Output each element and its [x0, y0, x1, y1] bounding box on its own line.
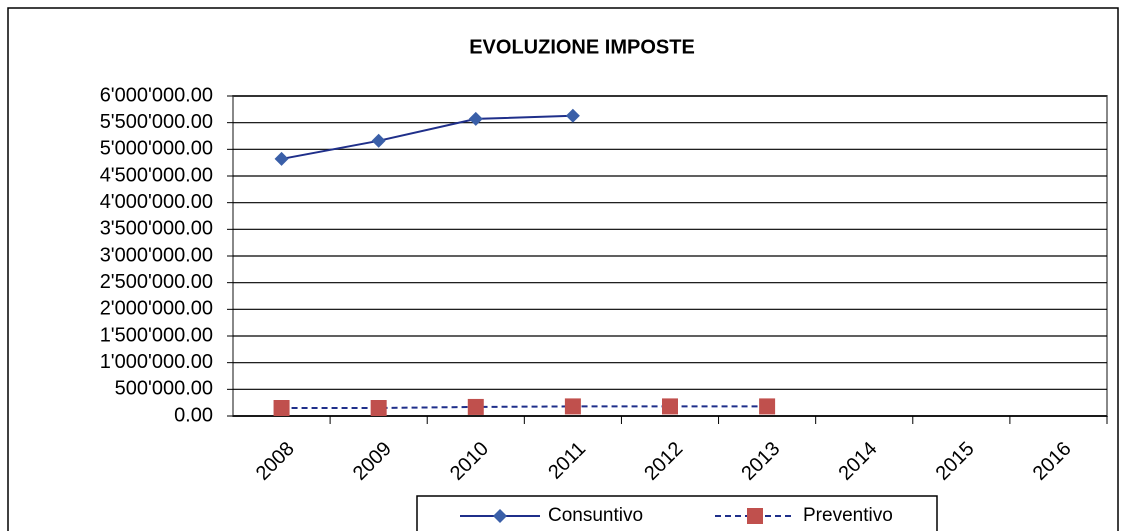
y-tick-label: 4'500'000.00 [100, 164, 213, 186]
legend-marker [747, 508, 763, 524]
series-line [281, 114, 573, 160]
y-tick-label: 4'000'000.00 [100, 191, 213, 213]
marker [467, 398, 484, 415]
marker [370, 400, 387, 416]
y-tick-label: 1'000'000.00 [100, 351, 213, 373]
marker [759, 398, 776, 415]
legend-item: Preventivo [715, 505, 893, 526]
marker [273, 400, 290, 416]
y-tick-label: 500'000.00 [115, 378, 213, 400]
legend-item: Consuntivo [460, 505, 643, 526]
y-tick-label: 2'500'000.00 [100, 271, 213, 293]
y-tick-label: 3'500'000.00 [100, 218, 213, 240]
y-tick-label: 3'000'000.00 [100, 244, 213, 266]
y-tick-label: 2'000'000.00 [100, 298, 213, 320]
marker [274, 151, 289, 166]
legend-label: Consuntivo [548, 505, 643, 526]
marker [564, 398, 581, 415]
legend-marker [493, 509, 507, 523]
y-tick-label: 6'000'000.00 [100, 84, 213, 106]
marker [662, 398, 678, 415]
legend-label: Preventivo [803, 505, 893, 526]
marker [565, 108, 580, 123]
y-tick-label: 0.00 [174, 404, 213, 426]
y-tick-label: 5'500'000.00 [100, 111, 213, 133]
marker [468, 111, 483, 126]
marker [371, 133, 386, 148]
series-line [281, 405, 768, 409]
chart-title: EVOLUZIONE IMPOSTE [469, 36, 695, 58]
y-tick-label: 5'000'000.00 [100, 138, 213, 160]
y-tick-label: 1'500'000.00 [100, 324, 213, 346]
